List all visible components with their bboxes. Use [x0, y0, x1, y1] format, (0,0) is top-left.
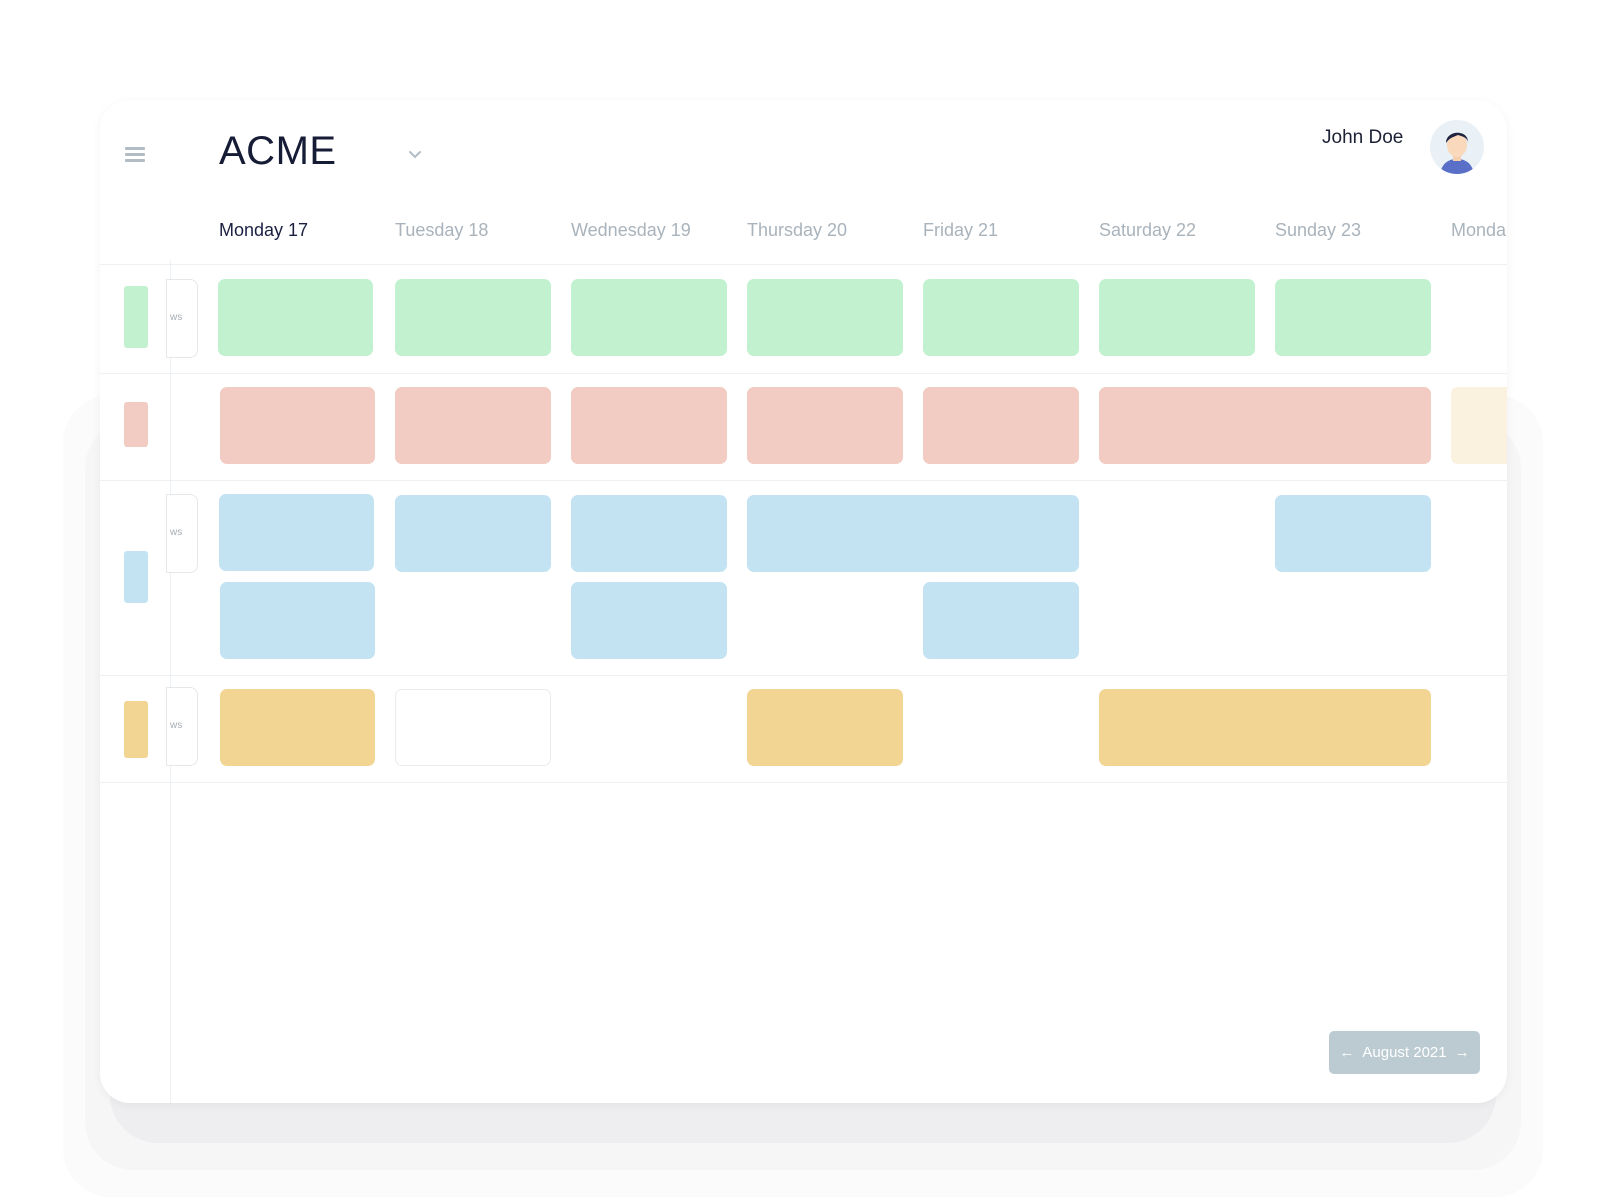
- event-block-blue[interactable]: [395, 495, 551, 572]
- day-label-monday-next[interactable]: Monda: [1451, 220, 1507, 240]
- day-label-saturday-22[interactable]: Saturday 22: [1099, 220, 1197, 240]
- event-block-green[interactable]: [395, 279, 551, 356]
- day-label-friday-21[interactable]: Friday 21: [923, 220, 999, 240]
- arrow-right-icon[interactable]: →: [1454, 1044, 1470, 1061]
- event-block-blue[interactable]: [1275, 495, 1431, 572]
- event-block-red[interactable]: [923, 387, 1079, 464]
- event-block-red-wide[interactable]: [1099, 387, 1431, 464]
- row-marker-green: [124, 286, 148, 348]
- day-label-sunday-23[interactable]: Sunday 23: [1275, 220, 1362, 240]
- event-block-green[interactable]: [1275, 279, 1431, 356]
- row-chip-yellow[interactable]: ws: [166, 687, 198, 766]
- row-marker-red: [124, 402, 148, 447]
- event-block-blue[interactable]: [923, 582, 1079, 659]
- event-block-green[interactable]: [571, 279, 727, 356]
- event-block-blue[interactable]: [571, 582, 727, 659]
- month-label: August 2021: [1362, 1044, 1447, 1061]
- event-block-yellow-wide[interactable]: [1099, 689, 1431, 766]
- calendar-card: ACME John Doe Monday 17 Tuesday 18 Wedne…: [100, 100, 1507, 1103]
- row-chip-label: ws: [170, 527, 183, 538]
- row-divider: [100, 675, 1507, 676]
- event-block-green[interactable]: [747, 279, 903, 356]
- avatar[interactable]: [1430, 120, 1484, 174]
- user-name: John Doe: [1322, 127, 1404, 148]
- day-label-tuesday-18[interactable]: Tuesday 18: [395, 220, 489, 240]
- arrow-left-icon[interactable]: ←: [1339, 1044, 1355, 1061]
- event-block-blue-wide[interactable]: [747, 495, 1079, 572]
- event-block-blue[interactable]: [571, 495, 727, 572]
- month-navigator: ← August 2021 →: [1329, 1031, 1480, 1074]
- day-label-thursday-20[interactable]: Thursday 20: [747, 220, 848, 240]
- event-block-pale[interactable]: [1451, 387, 1507, 464]
- event-block-red[interactable]: [571, 387, 727, 464]
- event-block-red[interactable]: [747, 387, 903, 464]
- row-marker-yellow: [124, 701, 148, 758]
- brand-title: ACME: [219, 129, 337, 173]
- event-block-blue[interactable]: [220, 582, 375, 659]
- event-block-blue[interactable]: [219, 494, 374, 571]
- row-label-divider: [170, 260, 171, 1103]
- header-divider: [100, 264, 1507, 265]
- row-divider: [100, 373, 1507, 374]
- row-chip-green[interactable]: ws: [166, 279, 198, 358]
- event-block-green[interactable]: [1099, 279, 1255, 356]
- event-block-red[interactable]: [395, 387, 551, 464]
- event-block-empty[interactable]: [395, 689, 551, 766]
- event-block-green[interactable]: [923, 279, 1079, 356]
- hamburger-icon[interactable]: [125, 147, 145, 163]
- event-block-red[interactable]: [220, 387, 375, 464]
- row-divider: [100, 782, 1507, 783]
- chevron-down-icon[interactable]: [407, 148, 423, 160]
- event-block-yellow[interactable]: [220, 689, 375, 766]
- event-block-green[interactable]: [218, 279, 373, 356]
- row-marker-blue: [124, 551, 148, 603]
- day-label-wednesday-19[interactable]: Wednesday 19: [571, 220, 691, 240]
- row-divider: [100, 480, 1507, 481]
- day-label-monday-17[interactable]: Monday 17: [219, 220, 309, 240]
- row-chip-label: ws: [170, 312, 183, 323]
- row-chip-blue[interactable]: ws: [166, 494, 198, 573]
- event-block-yellow[interactable]: [747, 689, 903, 766]
- row-chip-label: ws: [170, 720, 183, 731]
